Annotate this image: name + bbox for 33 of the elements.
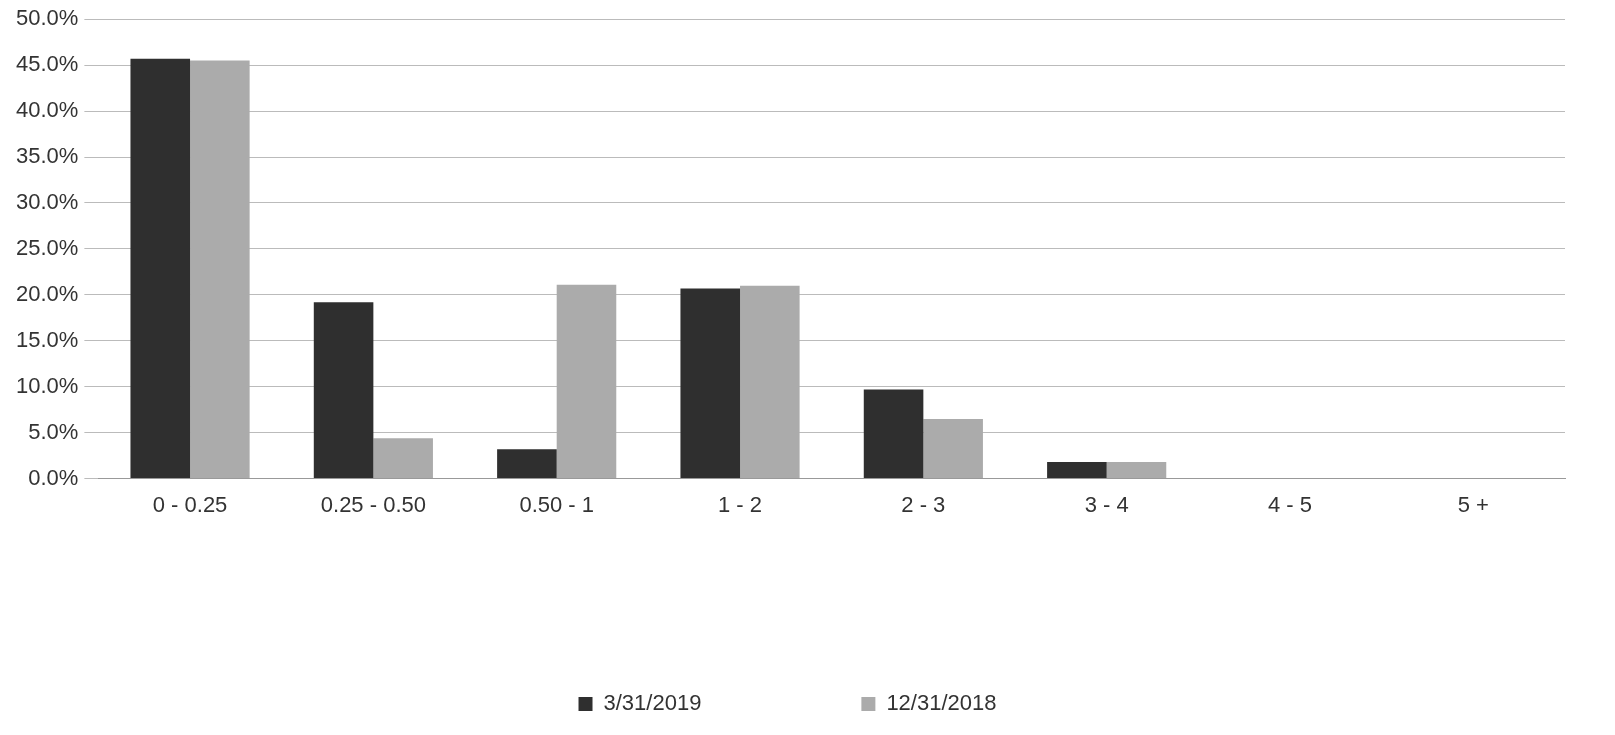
x-tick-label: 4 - 5 — [1267, 491, 1313, 517]
bar — [863, 389, 924, 479]
bar — [556, 284, 617, 479]
bar — [740, 285, 800, 479]
y-tick-label: 5.0% — [28, 418, 79, 444]
x-tick-label: 0.50 - 1 — [519, 491, 594, 517]
legend-label: 3/31/2019 — [603, 690, 702, 716]
bar — [190, 60, 250, 479]
bar — [1047, 462, 1107, 479]
bar — [373, 438, 433, 479]
x-tick-label: 2 - 3 — [901, 491, 946, 517]
y-tick-label: 15.0% — [15, 326, 79, 352]
x-tick-label: 0.25 - 0.50 — [320, 491, 426, 517]
bar — [497, 449, 557, 479]
y-tick-label: 0.0% — [28, 464, 79, 490]
y-tick-label: 40.0% — [15, 97, 79, 123]
bar — [313, 302, 374, 479]
bar — [923, 418, 983, 479]
legend-label: 12/31/2018 — [886, 690, 997, 716]
y-tick-label: 20.0% — [15, 280, 79, 306]
y-tick-label: 45.0% — [15, 51, 79, 77]
y-tick-label: 50.0% — [15, 5, 79, 31]
bar — [680, 288, 741, 479]
bar — [130, 58, 191, 479]
y-tick-label: 35.0% — [15, 143, 79, 169]
y-tick-label: 30.0% — [15, 189, 79, 215]
y-tick-label: 10.0% — [15, 372, 79, 398]
x-tick-label: 5 + — [1457, 491, 1489, 517]
x-tick-label: 1 - 2 — [718, 491, 763, 517]
x-tick-label: 3 - 4 — [1084, 491, 1129, 517]
bar — [1106, 462, 1167, 479]
y-tick-label: 25.0% — [15, 234, 79, 260]
x-tick-label: 0 - 0.25 — [152, 491, 228, 517]
